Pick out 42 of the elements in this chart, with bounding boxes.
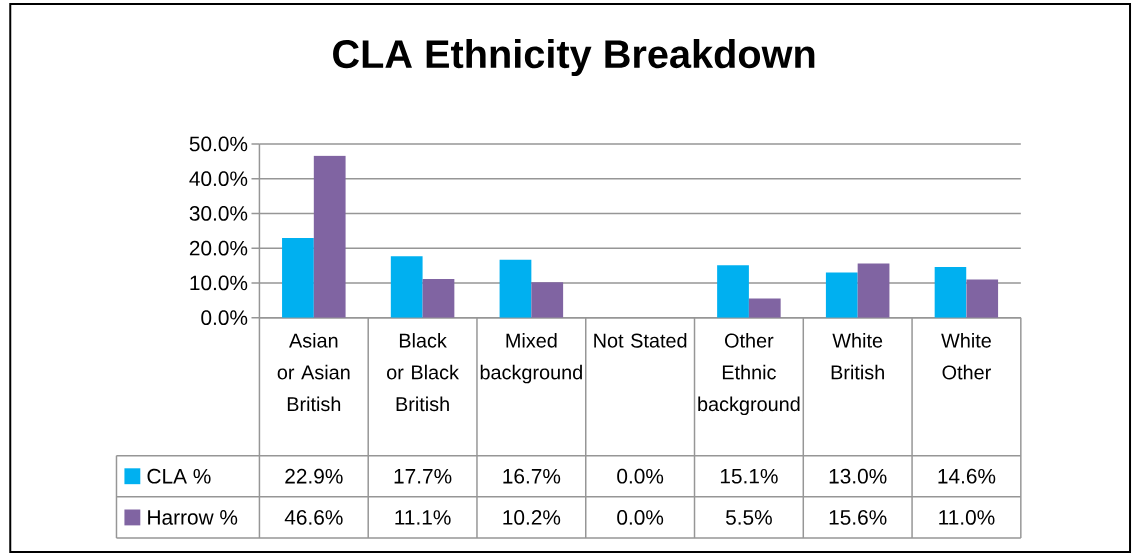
data-label: 0.0% — [617, 468, 664, 484]
data-label: 15.1% — [720, 468, 778, 484]
x-tick-label: White British — [831, 333, 884, 380]
bar — [313, 155, 346, 318]
x-tick-label: Asian or Asian British — [277, 333, 350, 412]
bar — [748, 298, 781, 318]
chart-title: CLA Ethnicity Breakdown — [333, 39, 815, 77]
data-label: 14.6% — [938, 468, 996, 484]
legend-label: CLA % — [147, 468, 211, 484]
y-tick-label: 30.0% — [189, 206, 248, 221]
x-tick-label: Other Ethnic background — [698, 333, 800, 416]
y-tick-label: 50.0% — [189, 136, 248, 152]
x-tick-label: White Other — [941, 333, 991, 380]
data-label: 0.0% — [617, 510, 664, 525]
y-tick-label: 0.0% — [201, 310, 248, 326]
data-label: 46.6% — [284, 510, 343, 525]
data-label: 10.2% — [503, 510, 561, 525]
x-tick-label: Not Stated — [594, 333, 687, 348]
y-tick-label: 40.0% — [189, 171, 248, 187]
bar — [825, 272, 858, 318]
x-tick-label: Mixed background — [480, 333, 582, 384]
bar — [499, 259, 532, 318]
data-label: 16.7% — [503, 468, 561, 484]
data-label: 5.5% — [725, 510, 772, 525]
data-label: 15.6% — [829, 510, 887, 525]
y-tick-label: 20.0% — [189, 240, 248, 256]
data-label: 11.1% — [395, 510, 451, 525]
bar — [422, 279, 455, 318]
data-label: 17.7% — [394, 469, 452, 484]
bar — [390, 256, 423, 318]
bar — [717, 265, 749, 318]
y-tick-label: 10.0% — [190, 275, 248, 291]
data-label: 13.0% — [829, 468, 887, 484]
data-label: 11.0% — [939, 510, 995, 525]
bar — [966, 279, 999, 318]
data-label: 22.9% — [285, 468, 343, 484]
x-tick-label: Black or Black British — [387, 333, 459, 412]
bar — [934, 266, 967, 318]
bar — [857, 263, 890, 318]
bar — [531, 282, 564, 318]
legend-label: Harrow % — [148, 510, 238, 525]
bar — [282, 238, 314, 318]
